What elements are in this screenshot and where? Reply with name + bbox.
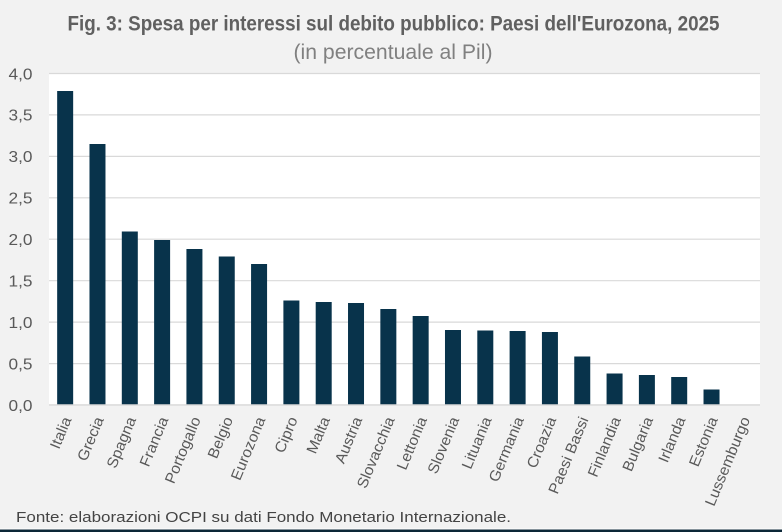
- svg-text:3,5: 3,5: [9, 108, 33, 125]
- svg-text:3,0: 3,0: [9, 149, 33, 166]
- svg-text:2,5: 2,5: [9, 191, 33, 208]
- svg-text:Fig. 3: Spesa per interessi su: Fig. 3: Spesa per interessi sul debito p…: [68, 12, 720, 35]
- svg-text:Fonte: elaborazioni OCPI su da: Fonte: elaborazioni OCPI su dati Fondo M…: [16, 509, 511, 526]
- svg-text:1,5: 1,5: [9, 274, 33, 291]
- svg-text:0,0: 0,0: [9, 398, 33, 415]
- svg-text:1,0: 1,0: [9, 315, 33, 332]
- svg-text:(in percentuale al Pil): (in percentuale al Pil): [294, 41, 493, 64]
- svg-text:0,5: 0,5: [9, 356, 33, 373]
- svg-text:2,0: 2,0: [9, 232, 33, 249]
- svg-text:4,0: 4,0: [9, 66, 33, 83]
